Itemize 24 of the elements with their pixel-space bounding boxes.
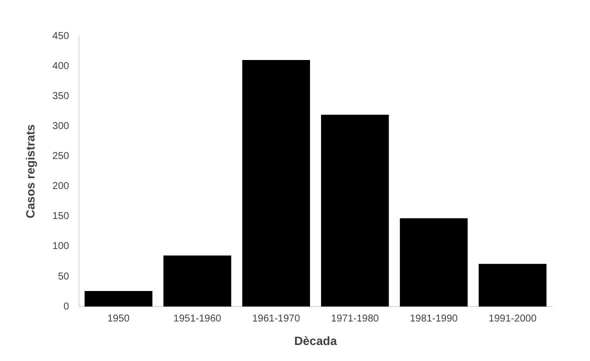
bar: [400, 218, 468, 307]
y-tick-label: 50: [58, 271, 70, 282]
y-tick-label: 150: [52, 211, 70, 222]
y-tick-label: 100: [52, 241, 70, 252]
bar: [163, 255, 232, 307]
x-tick-label: 1951-1960: [173, 313, 222, 324]
x-axis-title: Dècada: [294, 334, 338, 348]
bar: [321, 114, 389, 307]
x-tick-label: 1971-1980: [331, 313, 380, 324]
x-tick-label: 1991-2000: [488, 313, 537, 324]
x-tick-label: 1950: [107, 313, 130, 324]
bar: [478, 264, 546, 307]
y-tick-label: 200: [52, 181, 70, 192]
y-tick-label: 400: [52, 60, 70, 72]
y-tick-label: 450: [52, 30, 70, 42]
y-tick-label: 350: [52, 90, 70, 102]
y-tick-label: 300: [52, 120, 70, 132]
y-tick-label: 0: [64, 301, 70, 312]
y-axis-title: Casos registrats: [24, 124, 38, 218]
bar: [242, 60, 310, 307]
bar: [84, 290, 152, 307]
x-tick-label: 1961-1970: [252, 313, 300, 324]
y-tick-label: 250: [52, 151, 70, 162]
x-tick-label: 1981-1990: [410, 313, 458, 324]
